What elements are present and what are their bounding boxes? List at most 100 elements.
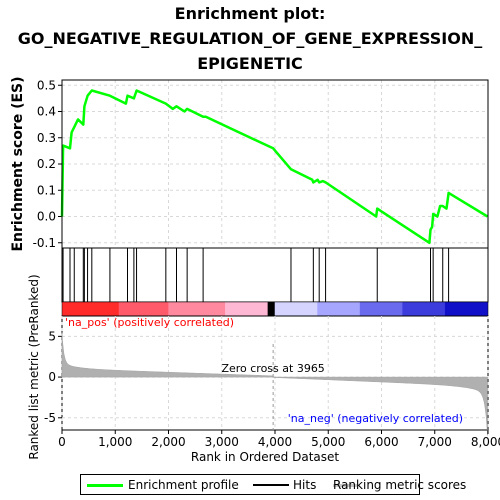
heatmap-segment xyxy=(246,302,255,316)
chart-title-line-2: GO_NEGATIVE_REGULATION_OF_GENE_EXPRESSIO… xyxy=(17,29,483,48)
metric-ytick-label: 0 xyxy=(48,370,56,384)
heatmap-segment xyxy=(90,302,99,316)
x-tick-label: 6,000 xyxy=(364,435,398,449)
hits-frame xyxy=(61,247,489,303)
heatmap-segment xyxy=(69,302,77,316)
heatmap-segment xyxy=(366,302,375,316)
heatmap-segment xyxy=(352,302,361,316)
legend-swatch-hits xyxy=(253,484,289,486)
heatmap-segment xyxy=(76,302,84,316)
heatmap-segment xyxy=(359,302,368,316)
heatmap-segment xyxy=(132,302,141,316)
es-ytick-label: 0.4 xyxy=(37,105,56,119)
heatmap-segment xyxy=(317,302,325,316)
heatmap-segment xyxy=(218,302,226,316)
heatmap-segment xyxy=(374,302,382,316)
legend-swatch-enrichment-profile xyxy=(87,484,123,487)
ranked-list-heatmap xyxy=(61,301,489,317)
heatmap-segment xyxy=(388,302,396,316)
heatmap-segment xyxy=(324,302,333,316)
heatmap-segment xyxy=(395,302,403,316)
metric-ytick-label: 5 xyxy=(48,329,56,343)
x-tick-label: 2,000 xyxy=(151,435,185,449)
heatmap-segment xyxy=(281,302,290,316)
legend-swatch-ranking-metric xyxy=(333,484,357,487)
heatmap-segment xyxy=(310,302,318,316)
es-ytick-label: 0.2 xyxy=(37,157,56,171)
heatmap-segment xyxy=(111,302,120,316)
heatmap-segment xyxy=(423,302,432,316)
axes: 0 1,000 2,000 3,000 4,000 5,000 6,000 7,000 8,00… xyxy=(58,430,500,464)
heatmap-segment xyxy=(437,302,446,316)
es-ytick-label: 0.0 xyxy=(37,210,56,224)
heatmap-segment xyxy=(161,302,169,316)
heatmap-segment xyxy=(175,302,184,316)
heatmap-segment xyxy=(125,302,134,316)
heatmap-segment xyxy=(416,302,425,316)
heatmap-segment xyxy=(62,302,70,316)
heatmap-segment xyxy=(210,302,219,316)
negative-correlation-label: 'na_neg' (negatively correlated) xyxy=(288,412,463,425)
es-ytick-label: 0.5 xyxy=(37,78,56,92)
heatmap-segment xyxy=(104,302,113,316)
legend-label-hits: Hits xyxy=(293,478,317,492)
heatmap-segment xyxy=(260,302,269,316)
heatmap-segment xyxy=(189,302,198,316)
heatmap-segment xyxy=(430,302,439,316)
legend-label-enrichment-profile: Enrichment profile xyxy=(128,478,239,492)
heatmap-segment xyxy=(296,302,304,316)
legend: Enrichment profile Hits Ranking metric s… xyxy=(80,474,466,495)
es-ytick-label: 0.1 xyxy=(37,183,56,197)
ranking-metric-area xyxy=(61,332,488,436)
zero-cross-label: Zero cross at 3965 xyxy=(221,362,324,375)
heatmap-segment xyxy=(239,302,247,316)
heatmap-segment xyxy=(118,302,127,316)
heatmap-segment xyxy=(196,302,205,316)
heatmap-segment xyxy=(452,302,460,316)
es-ylabel: Enrichment score (ES) xyxy=(10,76,26,251)
heatmap-segment xyxy=(338,302,347,316)
heatmap-segment xyxy=(253,302,262,316)
heatmap-segment xyxy=(168,302,177,316)
enrichment-profile-line xyxy=(60,89,489,245)
heatmap-segment xyxy=(225,302,233,316)
heatmap-segment xyxy=(409,302,418,316)
heatmap-segment xyxy=(83,302,91,316)
heatmap-segment xyxy=(232,302,240,316)
x-tick-label: 0 xyxy=(58,435,66,449)
chart-title-line-1: Enrichment plot: xyxy=(174,4,326,23)
heatmap-segment xyxy=(459,302,467,316)
x-tick-label: 3,000 xyxy=(205,435,239,449)
heatmap-segment xyxy=(331,302,340,316)
heatmap-segment xyxy=(267,302,276,316)
es-ytick-label: -0.1 xyxy=(33,236,56,250)
heatmap-segment xyxy=(147,302,155,316)
heatmap-segment xyxy=(140,302,148,316)
enrichment-score-panel: -0.1 0.0 0.1 0.2 0.3 0.4 0.5 Enrichment score (… xyxy=(10,76,489,252)
x-tick-label: 4,000 xyxy=(258,435,292,449)
heatmap-segment xyxy=(97,302,106,316)
x-tick-label: 7,000 xyxy=(418,435,452,449)
chart-title-line-3: EPIGENETIC xyxy=(197,54,303,73)
heatmap-segment xyxy=(303,302,311,316)
hits-panel xyxy=(61,247,489,303)
heatmap-segment xyxy=(203,302,212,316)
positive-correlation-label: 'na_pos' (positively correlated) xyxy=(65,316,234,329)
x-tick-label: 1,000 xyxy=(98,435,132,449)
heatmap-segment xyxy=(381,302,389,316)
metric-ylabel: Ranked list metric (PreRanked) xyxy=(27,274,41,459)
heatmap-segment xyxy=(288,302,297,316)
heatmap-segment xyxy=(274,302,283,316)
x-tick-label: 8,000 xyxy=(471,435,500,449)
heatmap-segment xyxy=(444,302,453,316)
x-tick-label: 5,000 xyxy=(311,435,345,449)
heatmap-segment xyxy=(154,302,162,316)
heatmap-segment xyxy=(466,302,474,316)
heatmap-segment xyxy=(473,302,481,316)
legend-label-ranking-metric: Ranking metric scores xyxy=(333,478,467,492)
heatmap-segment xyxy=(402,302,411,316)
es-ytick-label: 0.3 xyxy=(37,131,56,145)
heatmap-segment xyxy=(182,302,191,316)
